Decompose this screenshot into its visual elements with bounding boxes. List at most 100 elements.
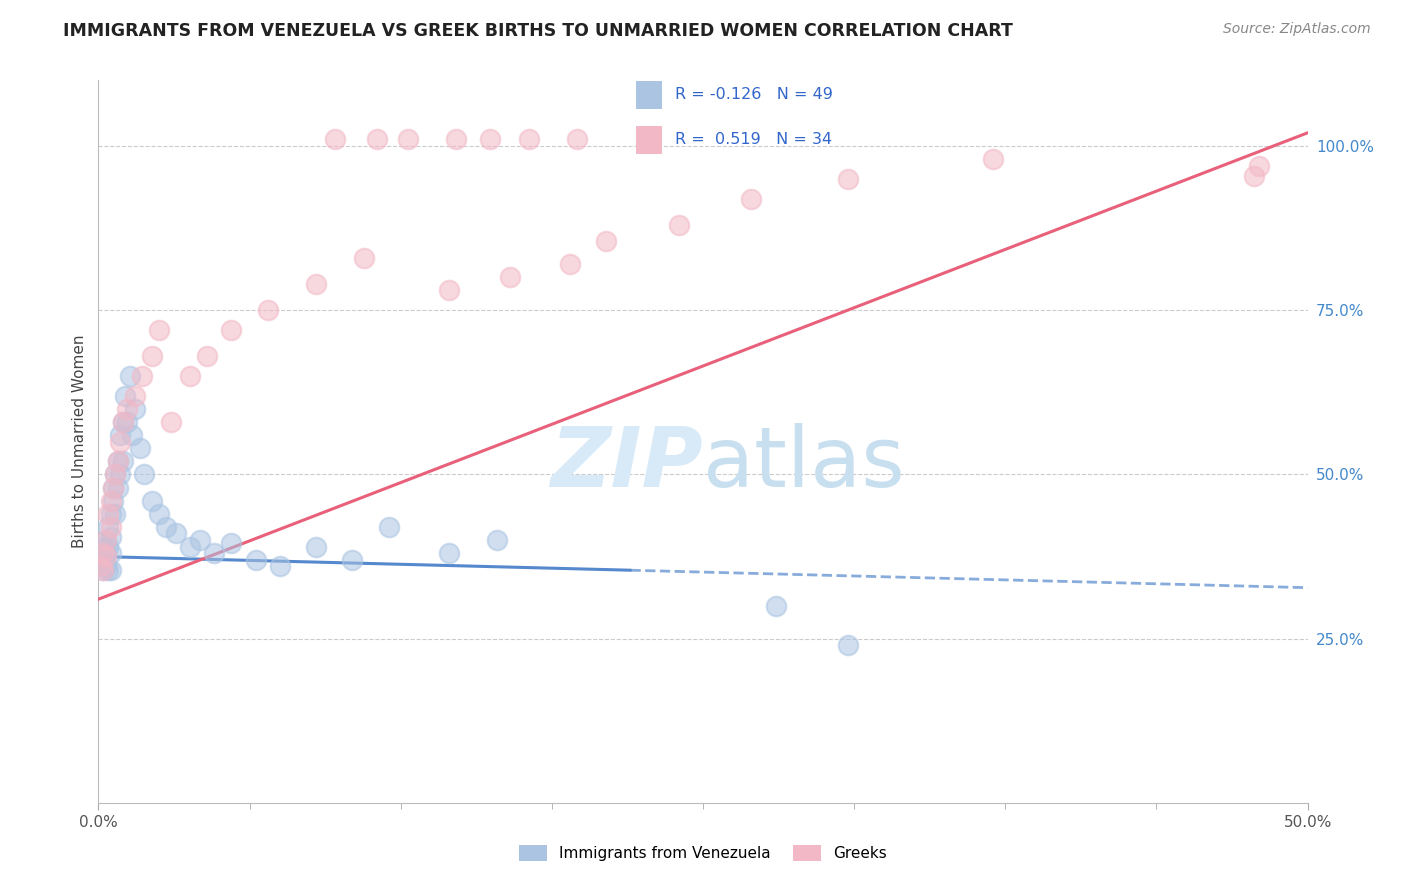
- Point: [160, 415, 183, 429]
- Point: [188, 533, 211, 547]
- Point: [101, 493, 124, 508]
- Legend: Immigrants from Venezuela, Greeks: Immigrants from Venezuela, Greeks: [513, 839, 893, 867]
- Point: [100, 493, 122, 508]
- Point: [111, 454, 134, 468]
- Point: [108, 428, 131, 442]
- Point: [446, 132, 468, 146]
- Point: [305, 540, 328, 554]
- Point: [94, 533, 117, 547]
- Point: [128, 441, 150, 455]
- Point: [117, 415, 139, 429]
- Point: [97, 563, 120, 577]
- Point: [595, 234, 617, 248]
- Point: [396, 132, 419, 146]
- Point: [111, 415, 134, 429]
- Point: [104, 467, 127, 482]
- Point: [100, 563, 122, 577]
- Point: [90, 549, 112, 564]
- Point: [104, 507, 127, 521]
- Bar: [636, 126, 662, 153]
- Text: R =  0.519   N = 34: R = 0.519 N = 34: [675, 132, 832, 147]
- Point: [100, 546, 122, 560]
- Point: [90, 559, 112, 574]
- Bar: [636, 81, 662, 109]
- Point: [567, 132, 589, 146]
- Point: [100, 507, 122, 521]
- Point: [195, 349, 218, 363]
- Point: [981, 152, 1004, 166]
- Point: [353, 251, 375, 265]
- Point: [101, 481, 124, 495]
- Point: [90, 559, 112, 574]
- Point: [377, 520, 399, 534]
- Point: [517, 132, 540, 146]
- Point: [121, 428, 143, 442]
- Point: [437, 546, 460, 560]
- Point: [498, 270, 520, 285]
- Point: [91, 563, 114, 577]
- Point: [165, 526, 187, 541]
- Point: [91, 546, 114, 560]
- Point: [204, 546, 226, 560]
- Text: atlas: atlas: [703, 423, 904, 504]
- Point: [114, 388, 136, 402]
- Point: [269, 559, 291, 574]
- Point: [108, 434, 131, 449]
- Point: [486, 533, 509, 547]
- Point: [91, 553, 114, 567]
- Point: [108, 467, 131, 482]
- Point: [94, 533, 117, 547]
- Point: [221, 536, 243, 550]
- Y-axis label: Births to Unmarried Women: Births to Unmarried Women: [72, 334, 87, 549]
- Point: [837, 171, 859, 186]
- Point: [131, 368, 153, 383]
- Text: R = -0.126   N = 49: R = -0.126 N = 49: [675, 87, 834, 102]
- Point: [104, 467, 127, 482]
- Point: [141, 349, 163, 363]
- Point: [245, 553, 267, 567]
- Point: [479, 132, 502, 146]
- Point: [1243, 169, 1265, 183]
- Point: [94, 546, 117, 560]
- Point: [91, 563, 114, 577]
- Point: [437, 284, 460, 298]
- Point: [97, 540, 120, 554]
- Point: [221, 323, 243, 337]
- Point: [155, 520, 177, 534]
- Point: [124, 388, 146, 402]
- Point: [1249, 159, 1271, 173]
- Point: [100, 520, 122, 534]
- Point: [94, 559, 117, 574]
- Point: [91, 540, 114, 554]
- Point: [107, 454, 129, 468]
- Point: [141, 493, 163, 508]
- Point: [101, 481, 124, 495]
- Point: [107, 481, 129, 495]
- Point: [366, 132, 388, 146]
- Point: [837, 638, 859, 652]
- Point: [558, 257, 581, 271]
- Point: [305, 277, 328, 291]
- Point: [117, 401, 139, 416]
- Point: [740, 192, 762, 206]
- Point: [179, 540, 201, 554]
- Point: [668, 218, 690, 232]
- Point: [134, 467, 156, 482]
- Point: [342, 553, 364, 567]
- Point: [97, 520, 120, 534]
- Point: [325, 132, 347, 146]
- Point: [124, 401, 146, 416]
- Text: Source: ZipAtlas.com: Source: ZipAtlas.com: [1223, 22, 1371, 37]
- Point: [111, 415, 134, 429]
- Point: [118, 368, 141, 383]
- Point: [179, 368, 201, 383]
- Point: [97, 507, 120, 521]
- Point: [256, 303, 278, 318]
- Point: [148, 507, 170, 521]
- Text: IMMIGRANTS FROM VENEZUELA VS GREEK BIRTHS TO UNMARRIED WOMEN CORRELATION CHART: IMMIGRANTS FROM VENEZUELA VS GREEK BIRTH…: [63, 22, 1014, 40]
- Text: ZIP: ZIP: [550, 423, 703, 504]
- Point: [765, 599, 787, 613]
- Point: [94, 549, 117, 564]
- Point: [100, 530, 122, 544]
- Point: [107, 454, 129, 468]
